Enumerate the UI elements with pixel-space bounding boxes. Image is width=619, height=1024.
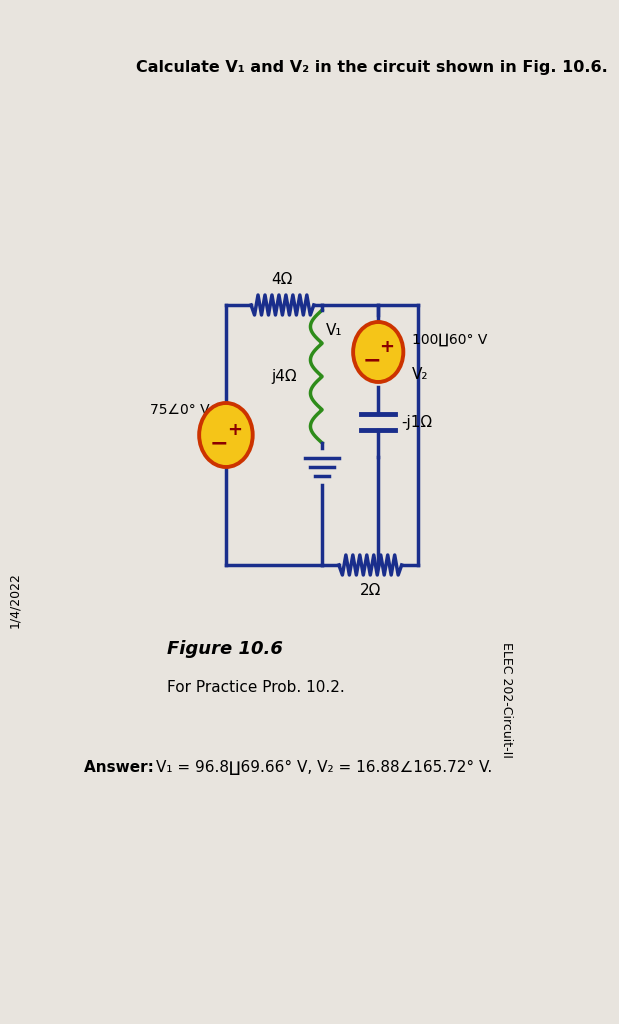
Text: −: − [210,433,228,453]
Text: For Practice Prob. 10.2.: For Practice Prob. 10.2. [167,680,345,695]
Text: 100∐60° V: 100∐60° V [412,333,487,347]
Text: j4Ω: j4Ω [272,369,297,384]
Text: +: + [379,338,394,356]
Circle shape [199,403,253,467]
Text: 4Ω: 4Ω [272,272,293,287]
Text: V₁: V₁ [326,323,343,338]
Text: 2Ω: 2Ω [360,583,381,598]
Text: Figure 10.6: Figure 10.6 [167,640,284,658]
Circle shape [353,322,404,382]
Text: 75∠0° V: 75∠0° V [150,403,210,417]
Text: ELEC 202-Circuit-II: ELEC 202-Circuit-II [500,642,513,758]
Text: V₁ = 96.8∐69.66° V, V₂ = 16.88∠165.72° V.: V₁ = 96.8∐69.66° V, V₂ = 16.88∠165.72° V… [155,760,492,775]
Text: 1/4/2022: 1/4/2022 [9,572,22,628]
Text: +: + [227,421,242,439]
Text: V₂: V₂ [412,367,428,382]
Text: Answer:: Answer: [84,760,159,775]
Text: Calculate V₁ and V₂ in the circuit shown in Fig. 10.6.: Calculate V₁ and V₂ in the circuit shown… [137,60,608,75]
Text: −: − [362,350,381,370]
Text: -j1Ω: -j1Ω [402,415,433,429]
